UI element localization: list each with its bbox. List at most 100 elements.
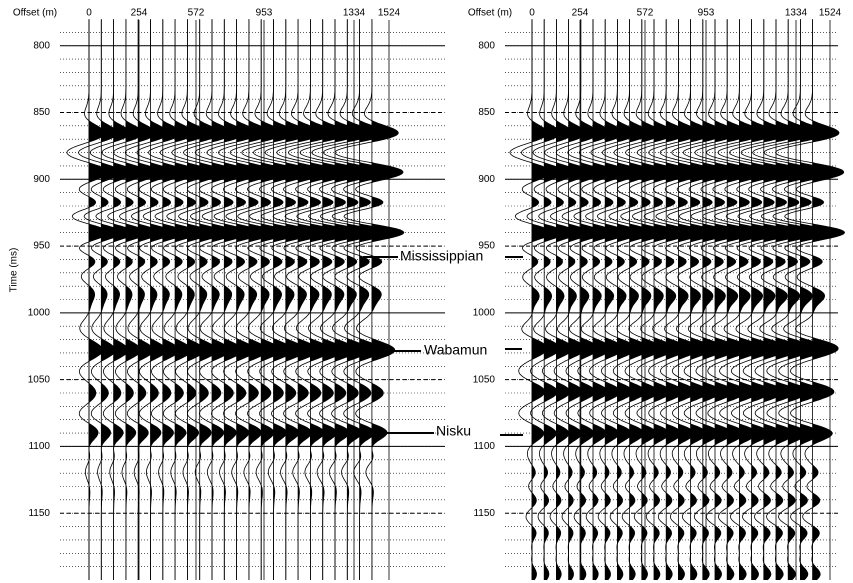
x-axis-label: Offset (m): [468, 8, 512, 19]
x-tick-label: 254: [572, 8, 589, 19]
trace-fill: [654, 19, 679, 580]
y-tick-label: 950: [478, 241, 495, 252]
trace-fill: [776, 19, 807, 580]
trace-fill: [715, 19, 743, 580]
trace: [740, 19, 807, 581]
trace: [113, 19, 161, 580]
y-tick-label: 1000: [28, 307, 51, 318]
trace: [252, 19, 315, 580]
trace-fill: [666, 19, 692, 580]
trace-fill: [175, 19, 199, 580]
trace-fill: [641, 19, 666, 580]
trace-fill: [702, 19, 730, 580]
x-tick-label: 572: [637, 8, 654, 19]
trace: [671, 19, 731, 581]
trace: [136, 19, 186, 580]
trace: [555, 19, 603, 581]
trace-fill: [605, 19, 628, 580]
y-tick-label: 1150: [28, 508, 50, 519]
trace: [613, 19, 667, 581]
x-tick-label: 953: [256, 8, 273, 19]
trace-fill: [580, 19, 603, 580]
trace: [217, 19, 276, 580]
trace-fill: [727, 19, 756, 580]
trace: [311, 19, 379, 580]
trace-fill: [162, 19, 186, 580]
trace-fill: [617, 19, 641, 580]
trace-fill: [89, 19, 109, 580]
trace: [729, 19, 794, 581]
annotations: Mississippian Wabamun Nisku: [363, 248, 523, 439]
trace-fill: [138, 19, 160, 580]
trace: [148, 19, 199, 580]
trace-fill: [532, 19, 552, 580]
x-tick-label: 0: [529, 8, 535, 19]
y-tick-label: 1100: [28, 441, 50, 452]
trace-fill: [568, 19, 590, 580]
trace: [717, 19, 782, 581]
trace: [78, 19, 122, 580]
panel: 800 850 900 950 1000 1050 1100 1150 Offset (m) 0 2…: [468, 8, 846, 581]
x-tick-label: 1524: [378, 8, 401, 19]
trace-fill: [629, 19, 654, 580]
trace-fill: [812, 19, 845, 580]
y-tick-label: 1150: [473, 508, 495, 519]
trace: [578, 19, 629, 581]
trace: [636, 19, 692, 581]
trace: [659, 19, 718, 581]
x-tick-label: 254: [131, 8, 148, 19]
y-tick-label: 1050: [473, 374, 496, 385]
trace: [229, 19, 289, 580]
trace: [124, 19, 173, 580]
trace: [682, 19, 743, 581]
trace: [590, 19, 641, 581]
trace: [322, 19, 392, 580]
x-tick-label: 0: [86, 8, 92, 19]
trace-fill: [544, 19, 564, 580]
trace-fill: [763, 19, 794, 580]
annotation: Wabamun: [424, 342, 487, 358]
trace-fill: [678, 19, 705, 580]
trace: [532, 19, 578, 581]
annotation: Mississippian: [400, 248, 483, 264]
trace: [101, 19, 148, 580]
x-tick-label: 1334: [785, 8, 808, 19]
trace: [567, 19, 616, 581]
trace-fill: [690, 19, 717, 580]
y-tick-label: 850: [478, 107, 495, 118]
trace: [183, 19, 238, 580]
trace: [299, 19, 366, 580]
trace-fill: [739, 19, 768, 580]
trace: [694, 19, 756, 581]
trace: [194, 19, 251, 580]
y-tick-label: 1050: [28, 374, 51, 385]
trace: [241, 19, 302, 580]
trace: [763, 19, 833, 581]
y-tick-label: 950: [33, 241, 50, 252]
y-axis-label: Time (ms): [9, 248, 20, 293]
trace: [89, 19, 135, 580]
x-axis-label: Offset (m): [13, 8, 57, 19]
trace: [206, 19, 263, 580]
trace: [159, 19, 212, 580]
trace: [775, 19, 846, 581]
trace: [601, 19, 654, 581]
trace-fill: [800, 19, 832, 580]
y-tick-label: 850: [33, 107, 50, 118]
x-tick-label: 572: [188, 8, 205, 19]
x-tick-label: 953: [698, 8, 715, 19]
trace-fill: [788, 19, 819, 580]
y-tick-label: 800: [33, 40, 50, 51]
y-tick-label: 1000: [473, 307, 496, 318]
x-tick-label: 1524: [819, 8, 842, 19]
panels: 800 850 900 950 1000 1050 1100 1150 Offset (m) Ti…: [9, 8, 846, 581]
trace-fill: [187, 19, 211, 580]
trace: [171, 19, 225, 580]
trace-fill: [556, 19, 577, 580]
trace: [509, 19, 552, 581]
trace: [544, 19, 590, 581]
trace: [752, 19, 820, 581]
trace-fill: [125, 19, 147, 580]
trace: [287, 19, 353, 580]
trace-fill: [751, 19, 781, 580]
